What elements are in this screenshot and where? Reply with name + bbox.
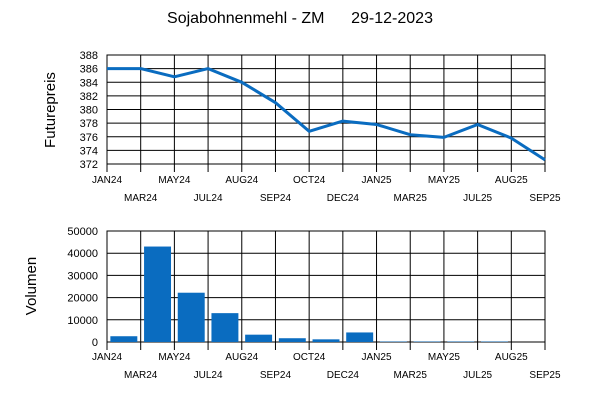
volume-xtick-label: SEP25 <box>529 370 561 381</box>
volume-bar <box>346 332 374 342</box>
volume-ytick-label: 40000 <box>67 248 98 260</box>
volume-xtick-label: JUL25 <box>463 370 492 381</box>
price-ytick-label: 374 <box>80 145 98 157</box>
price-plot-frame <box>106 54 546 165</box>
volume-xtick-label: MAY24 <box>158 352 190 363</box>
price-ytick-label: 388 <box>80 50 98 62</box>
volume-bar <box>211 313 239 342</box>
price-xtick-label: SEP25 <box>529 193 561 204</box>
volume-xtick-label: AUG25 <box>495 352 528 363</box>
chart-date: 29-12-2023 <box>351 10 433 27</box>
volume-bar <box>245 334 273 342</box>
volume-plot-frame <box>106 230 546 343</box>
volume-xtick-label: MAR25 <box>394 370 428 381</box>
price-ytick-label: 376 <box>80 132 98 144</box>
volume-bar <box>177 292 205 342</box>
volume-bar <box>312 339 340 342</box>
chart-title-row: Sojabohnenmehl - ZM 29-12-2023 <box>0 10 600 28</box>
volume-ytick-label: 10000 <box>67 315 98 327</box>
volume-xtick-label: JAN24 <box>92 352 122 363</box>
volume-xtick-label: JAN25 <box>362 352 392 363</box>
volume-ytick-label: 30000 <box>67 270 98 282</box>
price-xtick-label: JUL24 <box>194 193 223 204</box>
volume-y-axis-label: Volumen <box>23 257 40 315</box>
volume-xtick-label: MAR24 <box>124 370 158 381</box>
price-xtick-label: AUG25 <box>495 175 528 186</box>
price-xtick-label: MAY24 <box>158 175 190 186</box>
price-ytick-label: 382 <box>80 91 98 103</box>
price-xtick-label: MAR25 <box>394 193 428 204</box>
volume-xtick-label: AUG24 <box>225 352 258 363</box>
volume-bar <box>110 336 138 342</box>
price-xtick-label: DEC24 <box>327 193 360 204</box>
volume-xtick-label: SEP24 <box>260 370 292 381</box>
volume-ytick-label: 20000 <box>67 293 98 305</box>
price-xtick-label: MAY25 <box>428 175 460 186</box>
price-xtick-label: JUL25 <box>463 193 492 204</box>
price-ytick-label: 386 <box>80 64 98 76</box>
price-y-axis-label: Futurepreis <box>42 72 59 148</box>
price-ytick-label: 384 <box>80 77 98 89</box>
price-ytick-label: 378 <box>80 118 98 130</box>
volume-bar <box>278 338 306 342</box>
price-xtick-label: OCT24 <box>293 175 326 186</box>
volume-xtick-label: MAY25 <box>428 352 460 363</box>
price-xtick-label: SEP24 <box>260 193 292 204</box>
volume-ytick-label: 0 <box>92 337 98 349</box>
price-xtick-label: AUG24 <box>225 175 258 186</box>
price-xtick-label: MAR24 <box>124 193 158 204</box>
price-xtick-label: JAN24 <box>92 175 122 186</box>
volume-ytick-label: 50000 <box>67 226 98 238</box>
price-ytick-label: 380 <box>80 105 98 117</box>
volume-xtick-label: DEC24 <box>327 370 360 381</box>
volume-bar <box>144 246 172 342</box>
volume-xtick-label: JUL24 <box>194 370 223 381</box>
price-series-line <box>107 67 546 162</box>
chart-title: Sojabohnenmehl - ZM <box>167 10 325 27</box>
price-xtick-label: JAN25 <box>362 175 392 186</box>
price-ytick-label: 372 <box>80 159 98 171</box>
volume-xtick-label: OCT24 <box>293 352 326 363</box>
